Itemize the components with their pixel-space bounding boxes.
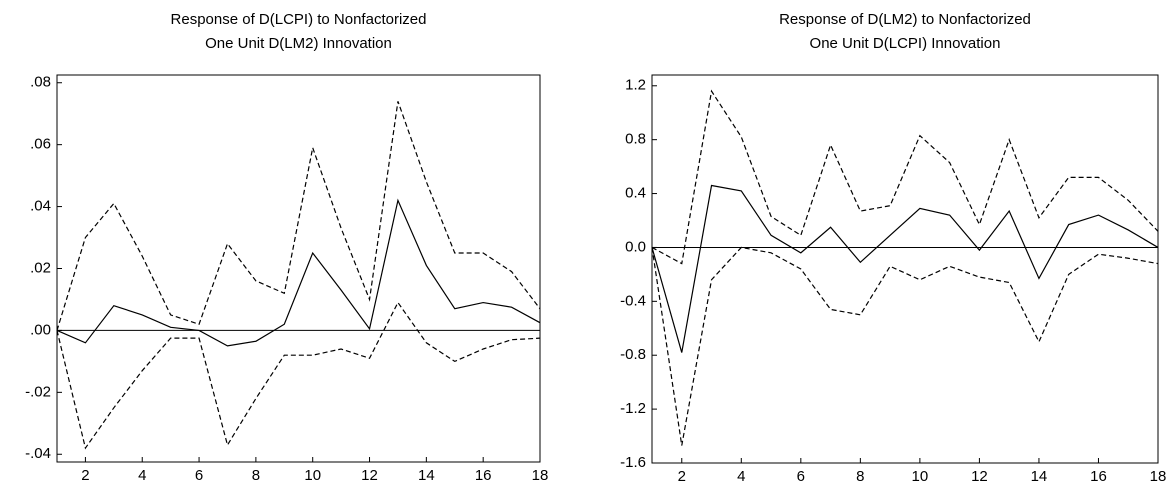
x-tick-label: 10: [912, 468, 929, 485]
x-tick-label: 2: [81, 467, 89, 484]
y-tick-label: -0.8: [620, 346, 646, 363]
x-tick-label: 12: [971, 468, 988, 485]
plot-frame: [56, 74, 541, 463]
y-tick-label: 0.8: [625, 131, 646, 148]
series-line: [56, 301, 541, 450]
chart-title: Response of D(LM2) to Nonfactorized: [779, 11, 1031, 28]
x-tick-label: 8: [252, 467, 260, 484]
x-tick-label: 14: [418, 467, 435, 484]
y-tick-label: .08: [30, 74, 51, 91]
x-tick-label: 6: [797, 468, 805, 485]
x-tick-label: 2: [678, 468, 686, 485]
x-tick-label: 18: [1150, 468, 1167, 485]
y-tick-label: 0.4: [625, 185, 646, 202]
y-tick-label: -.04: [25, 445, 51, 462]
series-line: [56, 198, 541, 347]
x-tick-label: 14: [1031, 468, 1048, 485]
y-tick-label: 0.0: [625, 238, 646, 255]
chart-title: One Unit D(LM2) Innovation: [205, 35, 392, 52]
x-tick-label: 8: [856, 468, 864, 485]
x-tick-label: 16: [475, 467, 492, 484]
y-tick-label: -0.4: [620, 292, 646, 309]
x-tick-label: 10: [304, 467, 321, 484]
y-tick-label: 1.2: [625, 77, 646, 94]
y-tick-label: .04: [30, 198, 51, 215]
x-tick-label: 4: [737, 468, 745, 485]
y-tick-label: .06: [30, 136, 51, 153]
x-tick-label: 18: [532, 467, 549, 484]
y-tick-label: -1.2: [620, 400, 646, 417]
x-tick-label: 4: [138, 467, 146, 484]
x-tick-label: 6: [195, 467, 203, 484]
chart-title: Response of D(LCPI) to Nonfactorized: [171, 11, 427, 28]
y-tick-label: .00: [30, 321, 51, 338]
chart-title: One Unit D(LCPI) Innovation: [810, 35, 1001, 52]
series-line: [56, 101, 541, 331]
plot-frame: [651, 74, 1159, 464]
y-tick-label: -.02: [25, 383, 51, 400]
series-line: [651, 184, 1159, 353]
x-tick-label: 16: [1090, 468, 1107, 485]
series-line: [651, 89, 1159, 265]
series-line: [651, 246, 1159, 446]
y-tick-label: .02: [30, 259, 51, 276]
y-tick-label: -1.6: [620, 454, 646, 471]
x-tick-label: 12: [361, 467, 378, 484]
